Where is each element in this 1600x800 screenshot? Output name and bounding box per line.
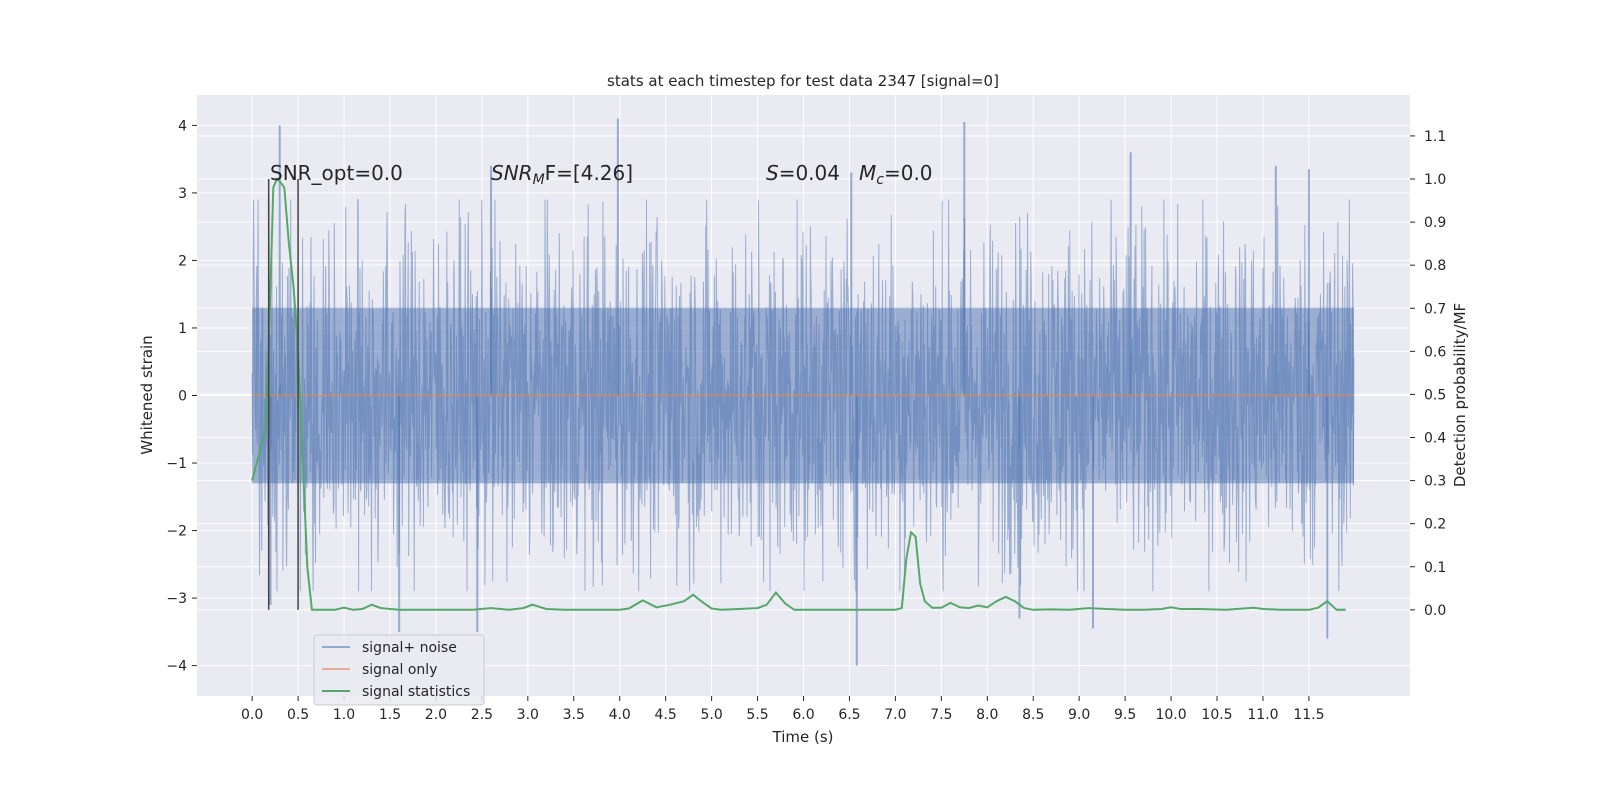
y-tick-label-5: 1: [178, 321, 187, 337]
x-tick-label-15: 7.5: [930, 707, 952, 723]
annotation-snr-mf-sub: M: [533, 172, 545, 188]
legend-label-signal-statistics: signal statistics: [362, 684, 470, 700]
y-tick-label-7: 3: [178, 186, 187, 202]
annotation-snr-mf-tail: F=[4.26]: [545, 161, 633, 185]
x-tick-label-14: 7.0: [884, 707, 906, 723]
annotation-mc-tail: =0.0: [884, 161, 933, 185]
y-tick-label-6: 2: [178, 253, 187, 269]
annotation-snr-opt: SNR_opt=0.0: [270, 161, 403, 185]
x-tick-label-4: 2.0: [425, 707, 447, 723]
x-tick-label-13: 6.5: [838, 707, 860, 723]
x-tick-label-8: 4.0: [609, 707, 631, 723]
annotation-s-tail: =0.04: [779, 161, 840, 185]
y-tick-label-2: −2: [166, 524, 187, 540]
y2-tick-label-6: 0.6: [1424, 344, 1446, 360]
x-tick-label-10: 5.0: [700, 707, 722, 723]
x-tick-label-19: 9.5: [1114, 707, 1136, 723]
x-tick-label-2: 1.0: [333, 707, 355, 723]
y2-tick-label-3: 0.3: [1424, 474, 1446, 490]
y-tick-label-1: −3: [166, 591, 187, 607]
y-axis-label: Whitened strain: [138, 335, 156, 454]
x-tick-label-11: 5.5: [746, 707, 768, 723]
x-tick-label-18: 9.0: [1068, 707, 1090, 723]
legend-label-signal-only: signal only: [362, 662, 437, 678]
x-tick-label-21: 10.5: [1201, 707, 1232, 723]
x-tick-label-5: 2.5: [471, 707, 493, 723]
y2-tick-label-4: 0.4: [1424, 431, 1446, 447]
annotation-s: S=0.04: [766, 161, 840, 185]
x-tick-label-16: 8.0: [976, 707, 998, 723]
y-tick-label-3: −1: [166, 456, 187, 472]
y-tick-label-8: 4: [178, 118, 187, 134]
x-tick-label-23: 11.5: [1293, 707, 1324, 723]
y2-tick-label-1: 0.1: [1424, 560, 1446, 576]
x-axis-ticks: 0.0 0.5 1.0 1.5 2.0 2.5 3.0 3.5 4.0 4.5 5.0 5.5 6.0 6…: [241, 696, 1325, 723]
x-tick-label-0: 0.0: [241, 707, 263, 723]
y-tick-label-0: −4: [166, 659, 187, 675]
annotation-mc-main: M: [859, 161, 876, 185]
x-tick-label-6: 3.0: [517, 707, 539, 723]
y2-tick-label-10: 1.0: [1424, 172, 1446, 188]
x-tick-label-9: 4.5: [655, 707, 677, 723]
x-tick-label-17: 8.5: [1022, 707, 1044, 723]
y2-tick-label-7: 0.7: [1424, 301, 1446, 317]
y2-axis-label: Detection probability/MF: [1451, 303, 1469, 487]
legend-label-signal-noise: signal+ noise: [362, 640, 457, 656]
y2-tick-label-0: 0.0: [1424, 603, 1446, 619]
x-tick-label-7: 3.5: [563, 707, 585, 723]
annotation-s-main: S: [766, 161, 779, 185]
line-signal-statistics: [251, 177, 1346, 611]
legend: signal+ noise signal only signal statist…: [313, 634, 485, 706]
chart-title: stats at each timestep for test data 234…: [607, 72, 999, 90]
annotation-mc-sub: c: [876, 172, 884, 188]
x-tick-label-12: 6.0: [792, 707, 814, 723]
y2-axis-ticks: 0.0 0.1 0.2 0.3 0.4 0.5 0.6 0.7 0.8 0.9 1.0 1.1: [1410, 129, 1446, 619]
y2-tick-label-5: 0.5: [1424, 387, 1446, 403]
vertical-markers: [267, 179, 299, 610]
y-axis-ticks: −4 −3 −2 −1 0 1 2 3 4: [166, 118, 197, 675]
y2-tick-label-8: 0.8: [1424, 258, 1446, 274]
y2-tick-label-2: 0.2: [1424, 517, 1446, 533]
legend-box: [313, 634, 485, 706]
series-lines: [251, 177, 1354, 611]
x-axis-label: Time (s): [772, 728, 834, 746]
y2-tick-label-9: 0.9: [1424, 215, 1446, 231]
x-tick-label-22: 11.0: [1247, 707, 1278, 723]
y-tick-label-4: 0: [178, 389, 187, 405]
y2-tick-label-11: 1.1: [1424, 129, 1446, 145]
x-tick-label-20: 10.0: [1155, 707, 1186, 723]
annotation-snr-mf: SNRMF=[4.26]: [491, 161, 633, 188]
x-tick-label-1: 0.5: [287, 707, 309, 723]
annotation-mc: Mc=0.0: [859, 161, 933, 188]
x-tick-label-3: 1.5: [379, 707, 401, 723]
annotation-snr-mf-main: SNR: [491, 161, 533, 185]
